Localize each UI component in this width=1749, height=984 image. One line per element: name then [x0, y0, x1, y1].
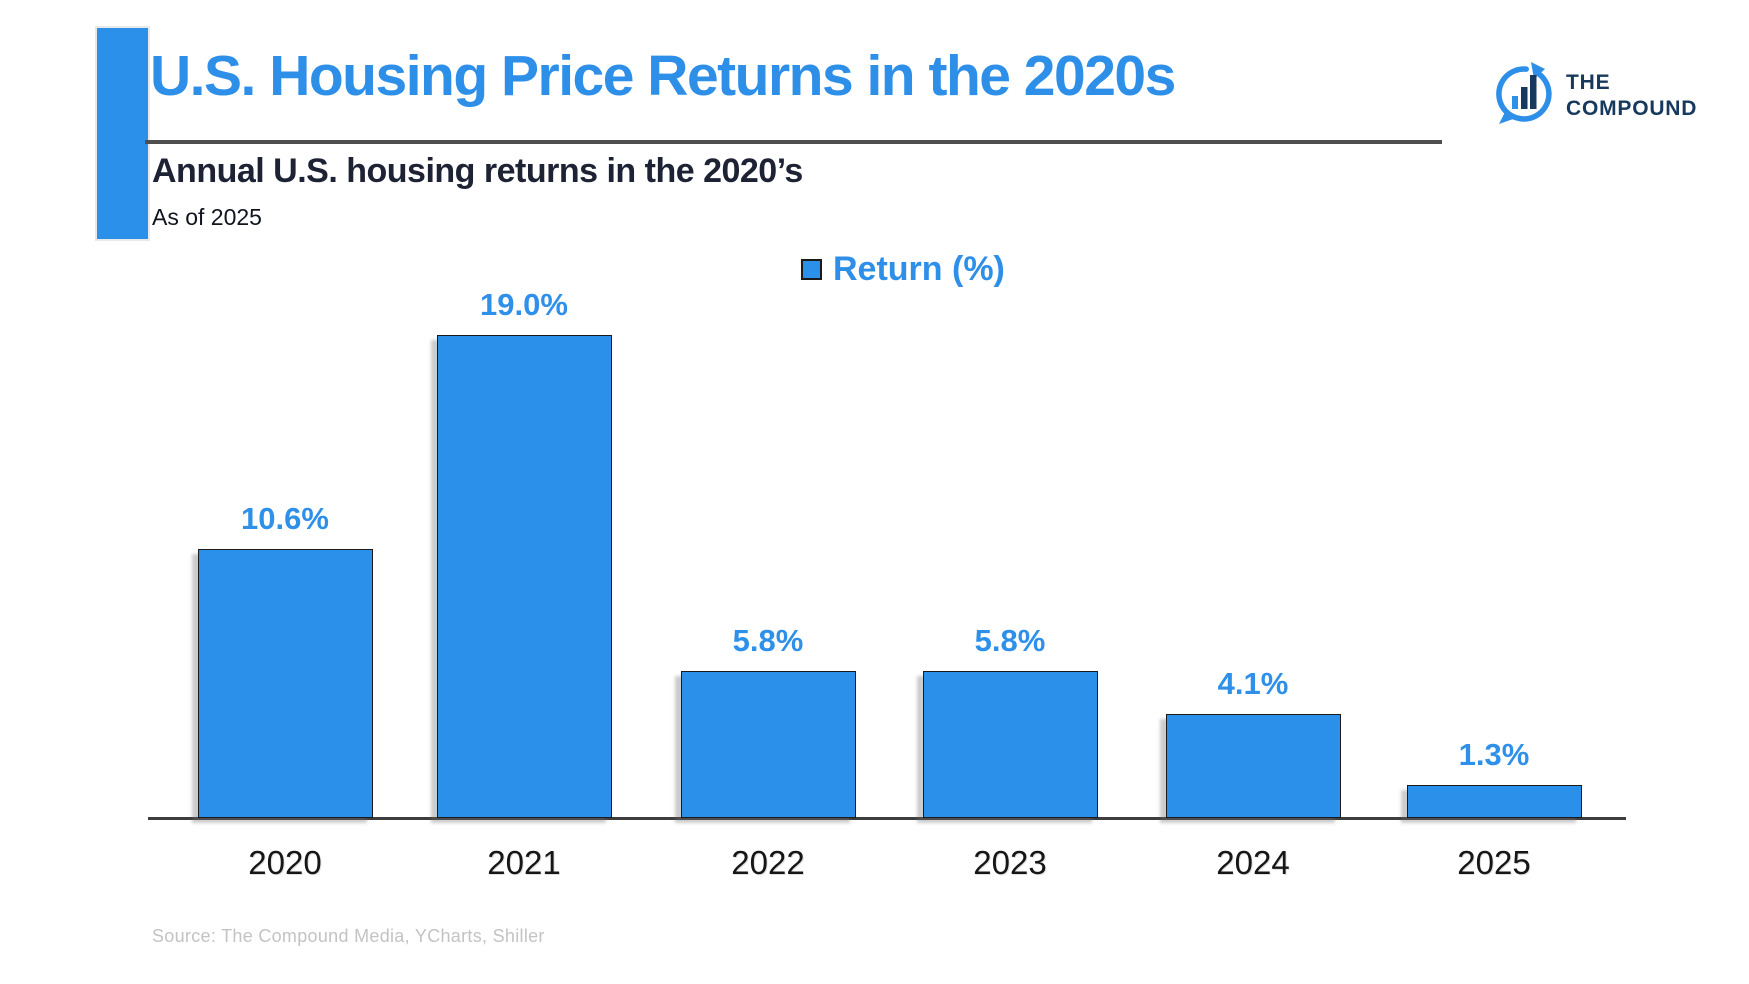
x-tick-2024: 2024 — [1216, 844, 1290, 881]
x-tick-2022: 2022 — [731, 844, 805, 881]
title-accent-bar — [97, 28, 148, 239]
logo-line-2: COMPOUND — [1566, 96, 1698, 120]
compound-bubble-chart-icon — [1492, 60, 1556, 131]
bar-value-label-2020: 10.6% — [241, 501, 329, 536]
x-tick-2020: 2020 — [248, 844, 322, 881]
bar-2023 — [922, 671, 1098, 818]
bar-2020 — [197, 549, 373, 818]
chart-legend: Return (%) — [801, 252, 1005, 286]
legend-label: Return (%) — [833, 250, 1005, 288]
bar-2025 — [1406, 785, 1582, 818]
source-note: Source: The Compound Media, YCharts, Shi… — [152, 926, 545, 946]
bar-2021 — [436, 335, 612, 818]
x-tick-2025: 2025 — [1457, 844, 1531, 881]
bar-2024 — [1165, 714, 1341, 818]
as-of-note: As of 2025 — [152, 204, 262, 230]
logo-wordmark: THE COMPOUND — [1566, 70, 1697, 120]
x-tick-2021: 2021 — [487, 844, 561, 881]
legend-swatch-icon — [801, 258, 822, 280]
chart-subtitle: Annual U.S. housing returns in the 2020’… — [152, 152, 803, 190]
bar-value-label-2021: 19.0% — [480, 287, 568, 322]
bar-2022 — [680, 671, 856, 818]
x-tick-2023: 2023 — [973, 844, 1047, 881]
bar-value-label-2024: 4.1% — [1217, 666, 1289, 701]
bar-value-label-2022: 5.8% — [732, 623, 804, 658]
page-title: U.S. Housing Price Returns in the 2020s — [150, 44, 1176, 108]
bar-value-label-2023: 5.8% — [974, 623, 1046, 658]
x-axis-line — [148, 817, 1626, 820]
the-compound-logo: THE COMPOUND — [1492, 60, 1697, 131]
title-divider — [145, 140, 1442, 144]
logo-line-1: THE — [1566, 71, 1611, 95]
bar-value-label-2025: 1.3% — [1458, 737, 1530, 772]
